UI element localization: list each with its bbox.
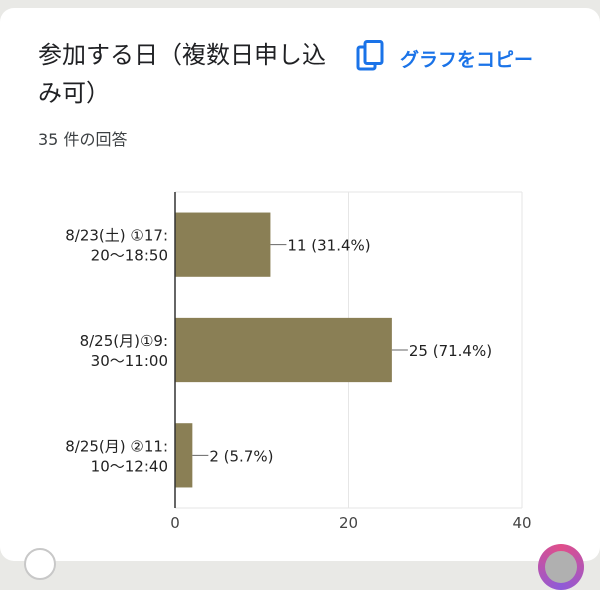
- category-label: 20〜18:50: [91, 247, 168, 265]
- category-label: 8/23(土) ①17:: [65, 227, 168, 245]
- category-label: 10〜12:40: [91, 457, 168, 475]
- x-tick-label: 20: [339, 514, 358, 532]
- copy-chart-label: グラフをコピー: [400, 48, 534, 71]
- data-label: 11 (31.4%): [287, 237, 370, 255]
- data-label: 25 (71.4%): [409, 342, 492, 360]
- floating-action-button[interactable]: [538, 544, 584, 590]
- bar-chart: 11 (31.4%) 8/23(土) ①17: 20〜18:50 25 (71.4%)…: [65, 191, 532, 532]
- x-tick-label: 40: [512, 514, 531, 532]
- category-label: 8/25(月) ②11:: [65, 437, 168, 455]
- copy-chart-button[interactable]: グラフをコピー: [356, 40, 534, 76]
- copy-icon: [356, 40, 386, 76]
- data-label: 2 (5.7%): [209, 447, 273, 465]
- response-count: 35 件の回答: [38, 130, 128, 149]
- question-title: 参加する日（複数日申し込み可）: [38, 41, 326, 107]
- scroll-indicator: [24, 548, 56, 580]
- category-label: 8/25(月)①9:: [80, 332, 168, 350]
- x-tick-label: 0: [170, 514, 180, 532]
- category-label: 30〜11:00: [91, 352, 168, 370]
- bar: [175, 423, 193, 488]
- chart-card: 参加する日（複数日申し込み可） グラフをコピー 35 件の回答 11 (31.4…: [0, 8, 600, 561]
- bar: [175, 212, 271, 277]
- bar: [175, 317, 392, 383]
